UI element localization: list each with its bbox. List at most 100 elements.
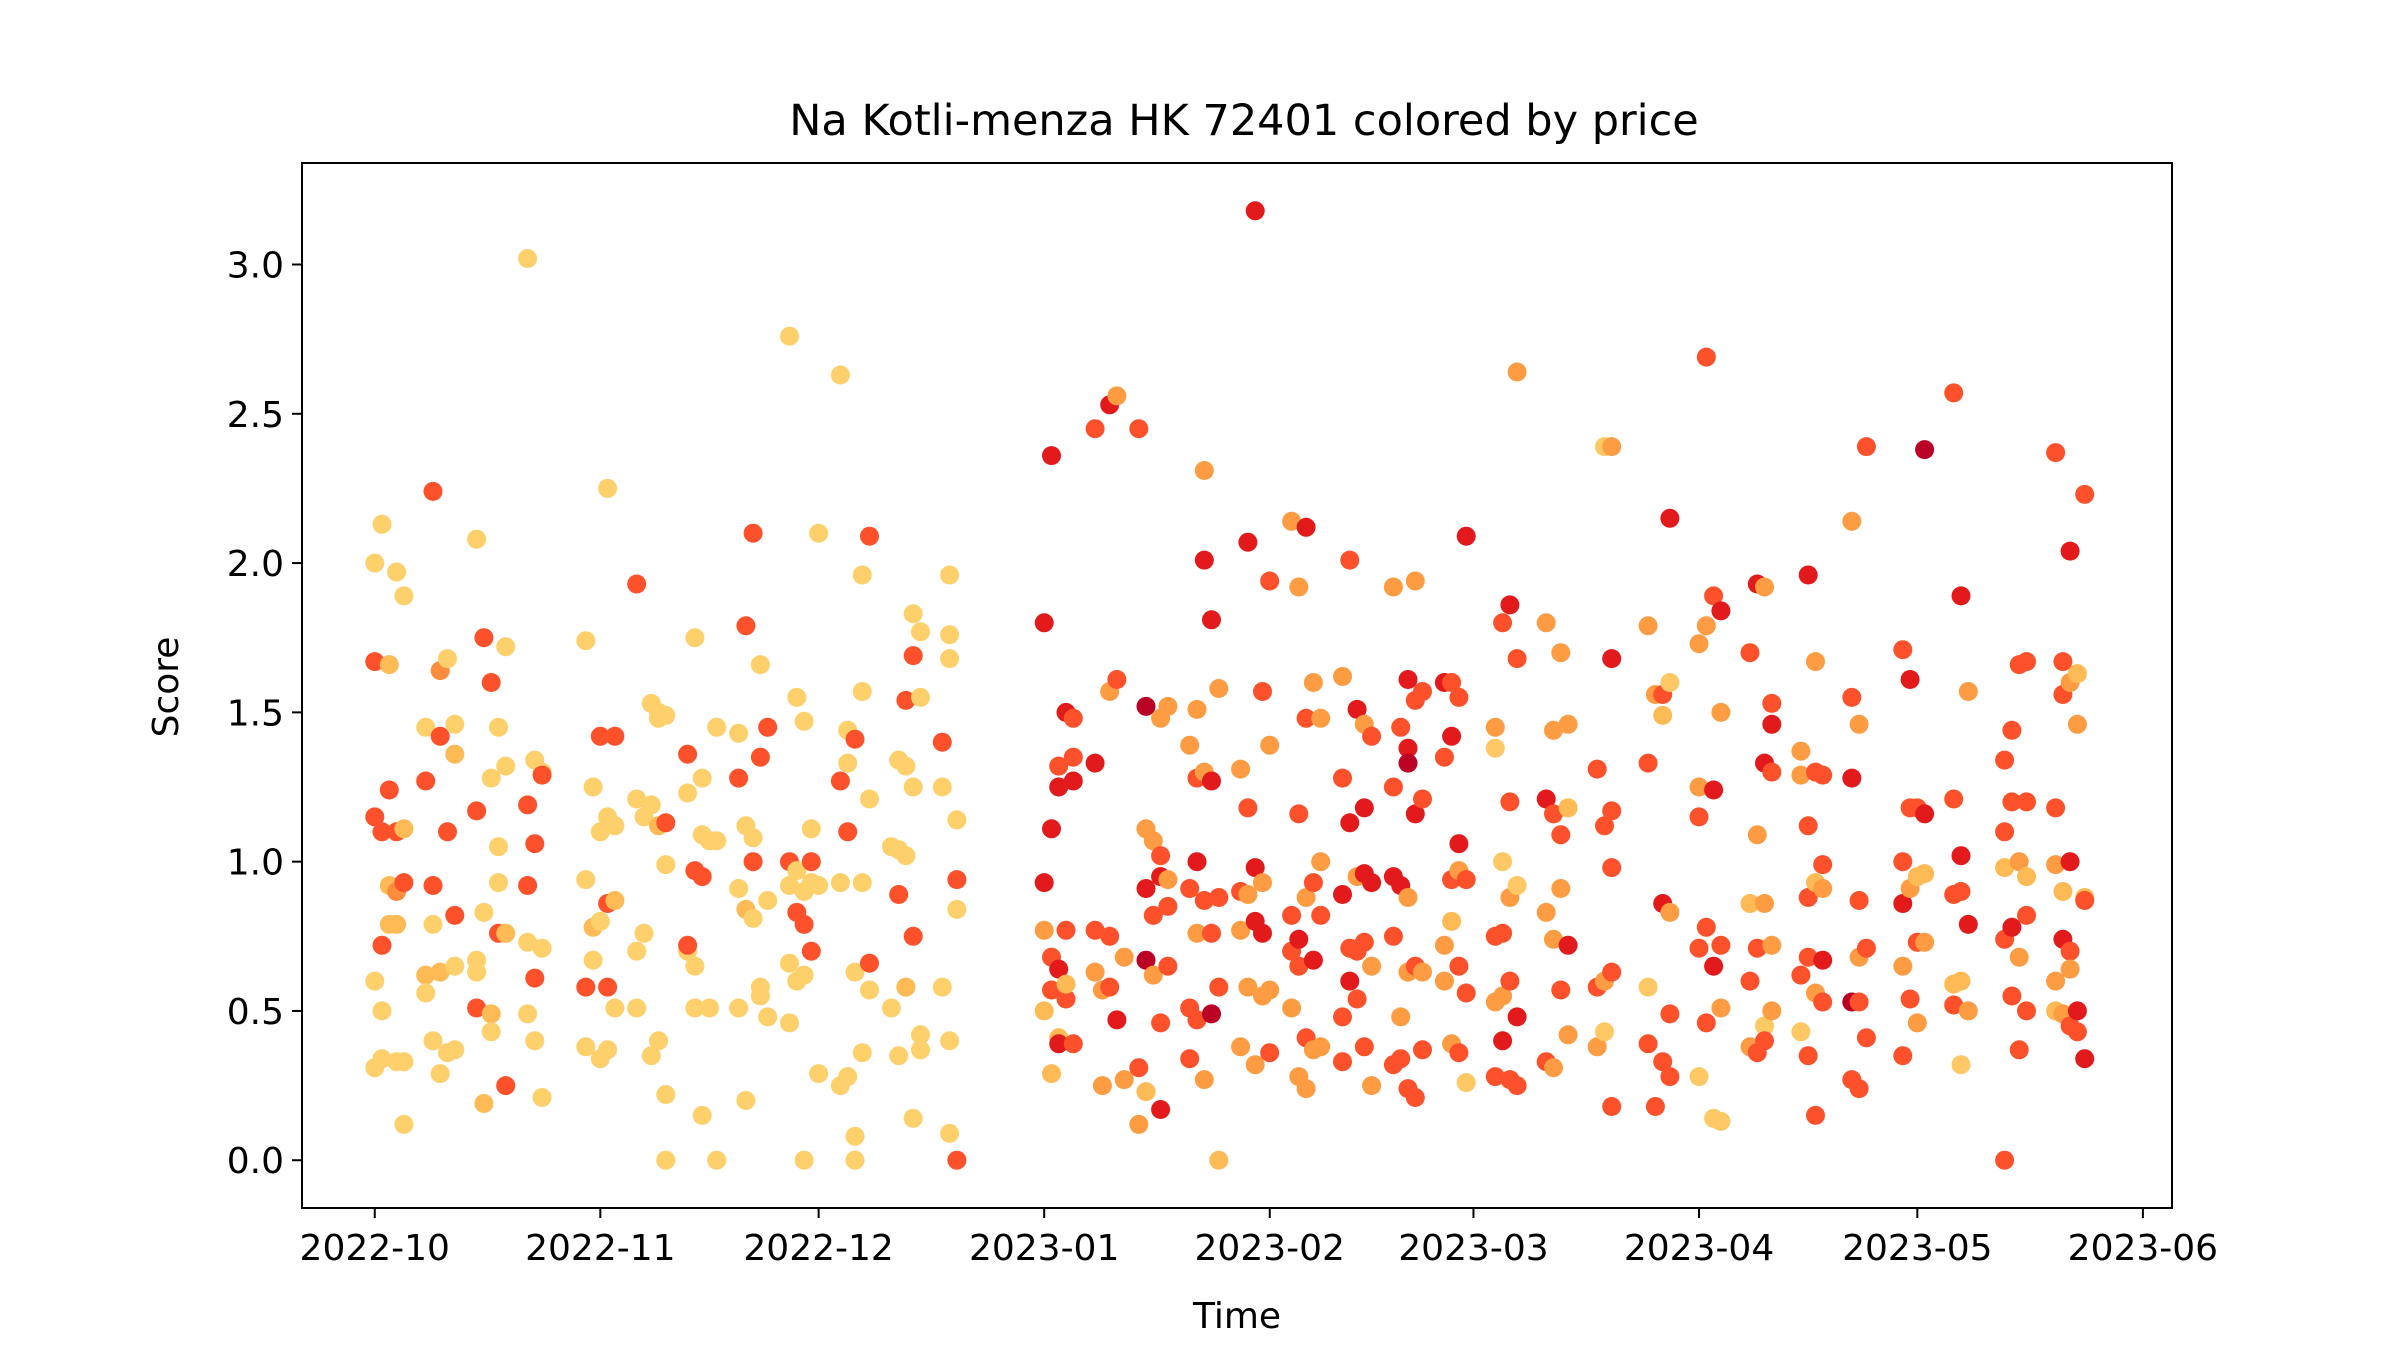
data-point <box>1544 929 1563 949</box>
data-point <box>1544 804 1563 824</box>
data-point <box>1740 894 1760 913</box>
data-point <box>576 631 596 651</box>
data-point <box>1456 870 1476 890</box>
data-point <box>1311 852 1331 872</box>
data-point <box>678 783 698 803</box>
data-point <box>1158 870 1178 890</box>
data-point <box>1798 1046 1818 1066</box>
data-point <box>1347 699 1367 719</box>
data-point <box>1951 971 1971 991</box>
data-point <box>1893 894 1913 913</box>
data-point <box>518 876 538 895</box>
data-point <box>1551 825 1571 845</box>
data-point <box>518 932 538 952</box>
data-point <box>590 911 610 931</box>
data-point <box>1391 1049 1411 1069</box>
data-point <box>605 726 625 746</box>
data-point <box>1231 920 1251 940</box>
data-point <box>1798 816 1818 836</box>
data-point <box>1296 708 1316 728</box>
data-point <box>860 953 879 973</box>
data-point <box>532 1088 552 1107</box>
data-point <box>1398 888 1418 907</box>
data-point <box>1536 789 1556 809</box>
data-point <box>1747 938 1767 958</box>
data-point <box>794 711 814 731</box>
data-point <box>1362 1076 1382 1096</box>
data-point <box>1602 801 1622 821</box>
data-point <box>1893 956 1913 976</box>
data-point <box>2009 852 2029 872</box>
data-point <box>707 831 727 851</box>
data-point <box>1595 1022 1614 1042</box>
data-point <box>416 717 436 737</box>
data-point <box>947 870 967 890</box>
data-point <box>1289 804 1309 824</box>
data-point <box>1303 950 1323 970</box>
data-point <box>1493 1031 1513 1051</box>
data-point <box>932 977 952 997</box>
data-point <box>1558 798 1578 818</box>
data-point <box>1413 682 1432 701</box>
data-point <box>649 1031 668 1051</box>
data-point <box>1296 888 1316 907</box>
data-point <box>438 649 457 669</box>
data-point <box>1107 386 1127 406</box>
y-axis: 0.0 0.5 1.0 1.5 2.0 2.5 3.0 <box>227 246 302 1182</box>
data-point <box>1507 1007 1527 1027</box>
data-point <box>1253 682 1272 701</box>
data-point <box>489 837 508 857</box>
data-point <box>1354 1037 1374 1057</box>
data-point <box>1180 879 1200 898</box>
data-point <box>1202 610 1221 630</box>
data-point <box>860 980 879 1000</box>
data-point <box>1289 929 1309 949</box>
data-point <box>2009 1040 2029 1060</box>
data-point <box>1755 1031 1774 1051</box>
data-point <box>809 876 829 895</box>
data-point <box>1500 595 1520 615</box>
data-point <box>932 732 952 752</box>
data-point <box>889 1046 909 1066</box>
data-point <box>445 714 465 734</box>
data-point <box>1449 687 1469 707</box>
data-point <box>1100 977 1120 997</box>
data-point <box>1653 705 1673 725</box>
data-point <box>1856 1028 1876 1048</box>
data-point <box>1536 902 1556 922</box>
data-point <box>1049 756 1069 776</box>
data-point <box>1289 956 1309 976</box>
y-tick-label: 1.0 <box>227 843 284 884</box>
data-point <box>947 810 967 830</box>
data-point <box>1755 1016 1774 1036</box>
data-point <box>1194 891 1214 910</box>
data-point <box>1893 1046 1913 1066</box>
data-point <box>2009 947 2029 967</box>
data-point <box>394 819 414 839</box>
data-point <box>1260 980 1280 1000</box>
data-point <box>1391 1007 1411 1027</box>
data-point <box>1238 977 1258 997</box>
data-point <box>365 652 385 672</box>
data-point <box>1398 738 1418 758</box>
data-point <box>794 914 814 934</box>
data-point <box>1362 873 1382 893</box>
data-point <box>2067 1001 2087 1021</box>
data-point <box>1158 896 1178 916</box>
data-point <box>365 807 385 827</box>
data-point <box>1544 720 1563 740</box>
data-point <box>590 822 610 842</box>
data-point <box>1493 986 1513 1006</box>
data-point <box>903 926 923 946</box>
data-point <box>1485 1067 1505 1087</box>
data-point <box>1209 1150 1229 1170</box>
data-point <box>1092 1076 1112 1096</box>
data-point <box>1995 858 2015 878</box>
data-point <box>445 956 465 976</box>
data-point <box>2017 867 2036 887</box>
data-point <box>1238 885 1258 904</box>
data-point <box>1034 873 1054 893</box>
data-point <box>1049 959 1069 979</box>
data-point <box>394 586 414 606</box>
data-point <box>1893 852 1913 872</box>
